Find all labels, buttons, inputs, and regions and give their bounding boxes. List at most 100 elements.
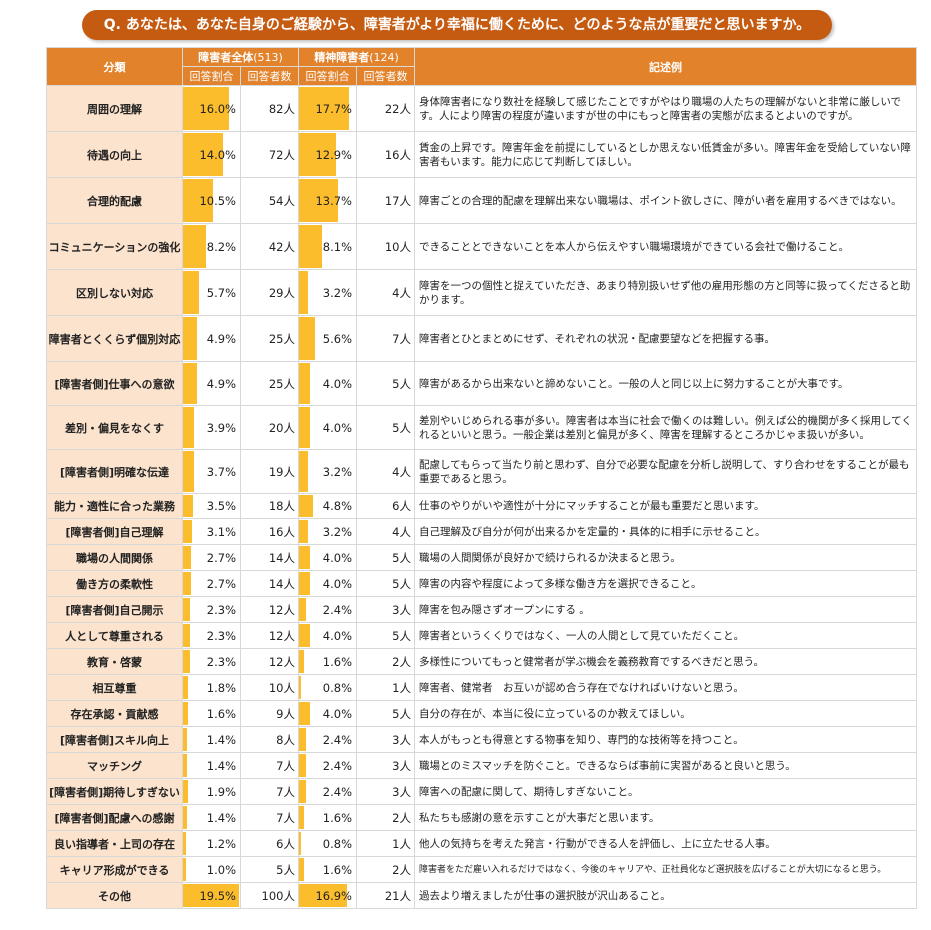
ratio-bar — [299, 546, 311, 569]
comment-cell: 障害を一つの個性と捉えていただき、あまり特別扱いせず他の雇用形態の方と同等に扱っ… — [414, 269, 917, 316]
all-ratio-cell: 1.6% — [182, 700, 241, 727]
table-row: 存在承認・貢献感 1.6% 9人 4.0% 5人 自分の存在が、本当に役に立っているのか教… — [46, 700, 917, 727]
all-count-cell: 29人 — [240, 269, 299, 316]
ratio-value: 0.8% — [322, 680, 352, 695]
ratio-bar — [299, 858, 304, 881]
header-mental-count: 回答者数 — [356, 66, 415, 86]
table-row: [障害者側]配慮への感謝 1.4% 7人 1.6% 2人 私たちも感謝の意を示すことが大事… — [46, 804, 917, 831]
table-row: キャリア形成ができる 1.0% 5人 1.6% 2人 障害者をただ雇い入れるだけではなく、… — [46, 856, 917, 883]
mental-count-cell: 5人 — [356, 361, 415, 406]
category-cell: [障害者側]仕事への意欲 — [46, 361, 183, 406]
mental-count-cell: 2人 — [356, 856, 415, 883]
all-ratio-cell: 5.7% — [182, 269, 241, 316]
all-count-cell: 14人 — [240, 544, 299, 571]
comment-cell: 私たちも感謝の意を示すことが大事だと思います。 — [414, 804, 917, 831]
all-count-cell: 8人 — [240, 726, 299, 753]
ratio-value: 4.0% — [322, 420, 352, 435]
ratio-bar — [183, 495, 193, 517]
ratio-value: 5.6% — [322, 331, 352, 346]
ratio-value: 14.0% — [199, 147, 236, 162]
mental-count-cell: 3人 — [356, 726, 415, 753]
ratio-value: 10.5% — [199, 193, 236, 208]
mental-count-cell: 5人 — [356, 405, 415, 450]
table-row: 人として尊重される 2.3% 12人 4.0% 5人 障害者というくくりではなく、一人の人… — [46, 622, 917, 649]
all-ratio-cell: 4.9% — [182, 361, 241, 406]
category-cell: 働き方の柔軟性 — [46, 570, 183, 597]
mental-count-cell: 16人 — [356, 131, 415, 178]
table-row: 相互尊重 1.8% 10人 0.8% 1人 障害者、健常者 お互いが認め合う存在でなければ… — [46, 674, 917, 701]
all-count-cell: 20人 — [240, 405, 299, 450]
ratio-value: 1.6% — [322, 862, 352, 877]
mental-ratio-cell: 4.0% — [298, 361, 357, 406]
table-row: [障害者側]自己理解 3.1% 16人 3.2% 4人 自己理解及び自分が何が出来るかを定… — [46, 518, 917, 545]
all-count-cell: 14人 — [240, 570, 299, 597]
ratio-value: 3.2% — [322, 464, 352, 479]
mental-count-cell: 21人 — [356, 882, 415, 909]
ratio-value: 3.9% — [206, 420, 236, 435]
category-cell: 合理的配慮 — [46, 177, 183, 224]
mental-ratio-cell: 3.2% — [298, 518, 357, 545]
ratio-bar — [183, 702, 188, 725]
ratio-value: 2.3% — [206, 654, 236, 669]
category-cell: 障害者とくくらず個別対応 — [46, 315, 183, 362]
all-count-cell: 5人 — [240, 856, 299, 883]
comment-cell: 障害者をただ雇い入れるだけではなく、今後のキャリアや、正社員化など選択肢を広げる… — [414, 856, 917, 883]
mental-count-cell: 5人 — [356, 622, 415, 649]
ratio-value: 13.7% — [315, 193, 352, 208]
ratio-bar — [183, 451, 194, 492]
mental-ratio-cell: 3.2% — [298, 449, 357, 494]
ratio-value: 3.1% — [206, 524, 236, 539]
comment-cell: 障害者というくくりではなく、一人の人間として見ていただくこと。 — [414, 622, 917, 649]
ratio-value: 2.4% — [322, 732, 352, 747]
mental-ratio-cell: 2.4% — [298, 726, 357, 753]
comment-cell: 自分の存在が、本当に役に立っているのか教えてほしい。 — [414, 700, 917, 727]
all-count-cell: 7人 — [240, 752, 299, 779]
mental-ratio-cell: 4.0% — [298, 622, 357, 649]
all-count-cell: 54人 — [240, 177, 299, 224]
ratio-bar — [299, 806, 304, 829]
mental-count-cell: 1人 — [356, 674, 415, 701]
category-cell: 周囲の理解 — [46, 85, 183, 132]
comment-cell: 障害への配慮に関して、期待しすぎないこと。 — [414, 778, 917, 805]
comment-cell: 配慮してもらって当たり前と思わず、自分で必要な配慮を分析し説明して、すり合わせを… — [414, 449, 917, 494]
category-cell: [障害者側]スキル向上 — [46, 726, 183, 753]
all-ratio-cell: 2.3% — [182, 648, 241, 675]
header-mental-n: (124) — [369, 51, 399, 64]
all-ratio-cell: 1.4% — [182, 804, 241, 831]
table-row: 良い指導者・上司の存在 1.2% 6人 0.8% 1人 他人の気持ちを考えた発言・行動がで… — [46, 830, 917, 857]
ratio-bar — [299, 271, 309, 314]
ratio-bar — [299, 520, 309, 543]
table-row: 障害者とくくらず個別対応 4.9% 25人 5.6% 7人 障害者とひとまとめにせず、それ… — [46, 315, 917, 362]
ratio-value: 16.9% — [315, 888, 352, 903]
category-cell: 人として尊重される — [46, 622, 183, 649]
ratio-value: 1.6% — [322, 654, 352, 669]
all-count-cell: 6人 — [240, 830, 299, 857]
header-category: 分類 — [46, 47, 183, 86]
ratio-bar — [183, 624, 190, 647]
table-row: 区別しない対応 5.7% 29人 3.2% 4人 障害を一つの個性と捉えていただき、あまり… — [46, 269, 917, 316]
ratio-value: 1.2% — [206, 836, 236, 851]
ratio-bar — [299, 179, 339, 222]
question-banner: Q. あなたは、あなた自身のご経験から、障害者がより幸福に働くために、どのような… — [82, 10, 832, 40]
all-count-cell: 16人 — [240, 518, 299, 545]
ratio-value: 1.6% — [322, 810, 352, 825]
mental-count-cell: 4人 — [356, 449, 415, 494]
all-count-cell: 12人 — [240, 648, 299, 675]
all-count-cell: 12人 — [240, 596, 299, 623]
ratio-bar — [183, 754, 187, 777]
table-row: [障害者側]自己開示 2.3% 12人 2.4% 3人 障害を包み隠さずオープンにする 。 — [46, 596, 917, 623]
category-cell: マッチング — [46, 752, 183, 779]
mental-count-cell: 3人 — [356, 752, 415, 779]
ratio-value: 12.9% — [315, 147, 352, 162]
category-cell: 教育・啓蒙 — [46, 648, 183, 675]
mental-count-cell: 5人 — [356, 570, 415, 597]
mental-ratio-cell: 3.2% — [298, 269, 357, 316]
ratio-bar — [299, 598, 306, 621]
all-count-cell: 7人 — [240, 778, 299, 805]
ratio-value: 3.5% — [206, 499, 236, 513]
ratio-value: 3.7% — [206, 464, 236, 479]
comment-cell: 障害の内容や程度によって多様な働き方を選択できること。 — [414, 570, 917, 597]
results-table: 分類 障害者全体(513) 精神障害者(124) 記述例 回答割合 回答者数 回… — [46, 47, 917, 909]
all-count-cell: 9人 — [240, 700, 299, 727]
table-row: マッチング 1.4% 7人 2.4% 3人 職場とのミスマッチを防ぐこと。できるならば事前… — [46, 752, 917, 779]
